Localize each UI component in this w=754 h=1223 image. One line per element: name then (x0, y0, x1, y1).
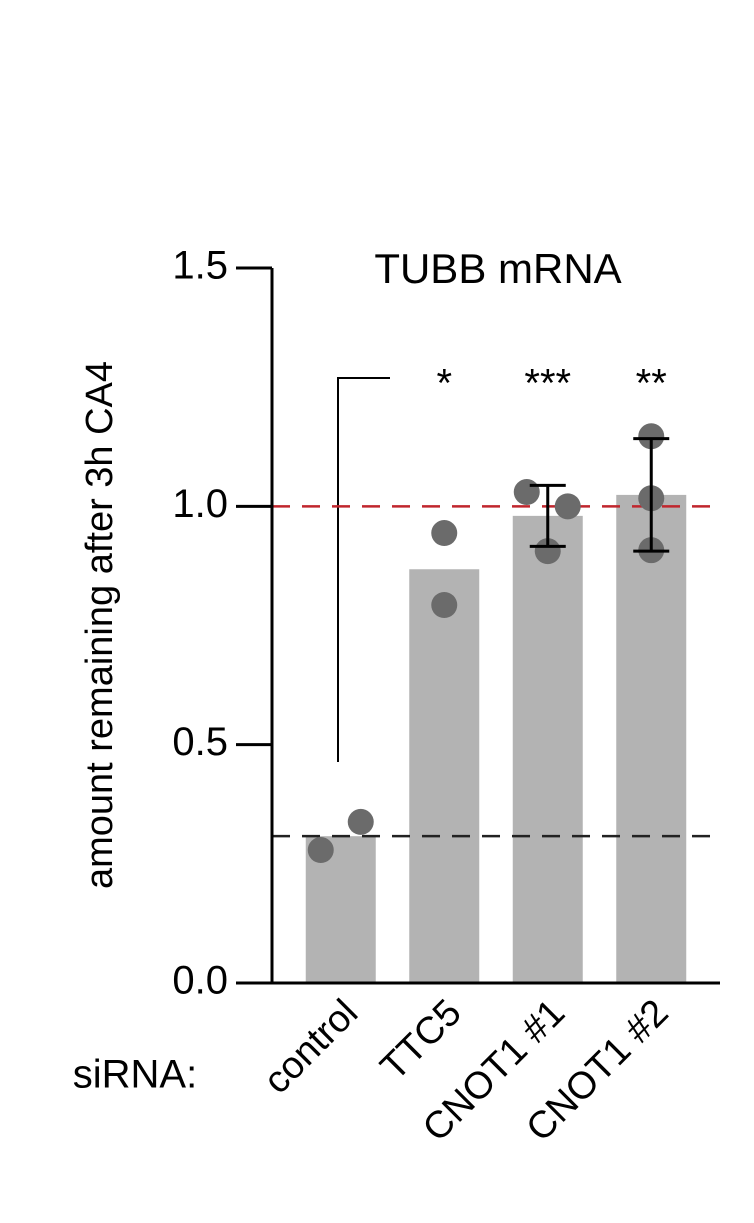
data-point (431, 592, 458, 619)
error-bar (633, 437, 670, 553)
data-point (431, 520, 458, 547)
y-tick-label: 0.5 (172, 720, 228, 764)
data-point (554, 493, 581, 520)
comparison-bracket (337, 377, 390, 762)
bar (409, 569, 480, 983)
error-bar (529, 483, 566, 548)
significance-label: *** (524, 362, 571, 406)
x-tick-label: control (256, 992, 366, 1102)
data-point (638, 423, 665, 450)
x-tick-label: TTC5 (373, 992, 470, 1089)
y-axis-label: amount remaining after 3h CA4 (79, 361, 121, 889)
bar (512, 515, 583, 983)
data-point (347, 808, 374, 835)
bar (616, 494, 687, 983)
x-axis-label: siRNA: (73, 1053, 197, 1097)
data-point (307, 837, 334, 864)
significance-label: * (436, 362, 452, 406)
y-tick-label: 0.0 (172, 959, 228, 1003)
data-point (513, 479, 540, 506)
significance-label: ** (636, 362, 667, 406)
data-point (534, 538, 561, 565)
chart-title: TUBB mRNA (374, 245, 621, 292)
y-tick-label: 1.5 (172, 244, 228, 288)
y-tick-label: 1.0 (172, 482, 228, 526)
